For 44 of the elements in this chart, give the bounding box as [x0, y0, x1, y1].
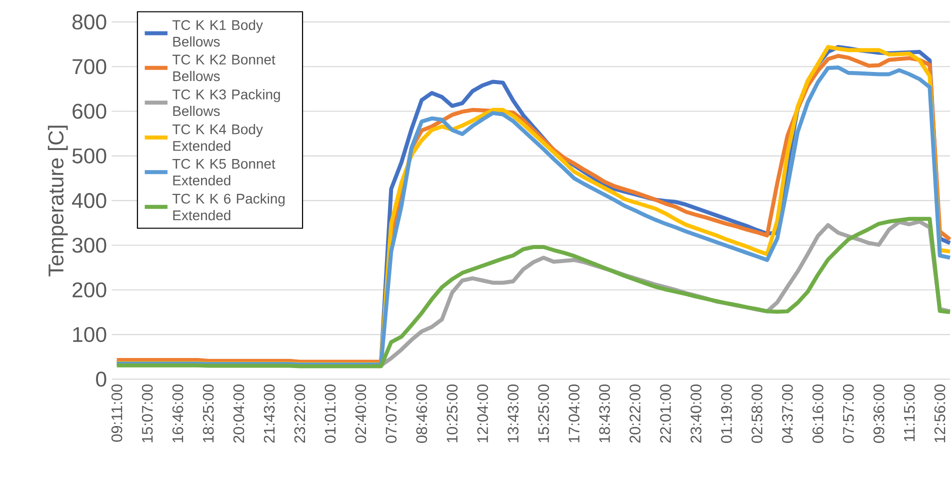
y-tick-label: 500	[72, 148, 106, 164]
x-tick-label: 23:40:00	[690, 384, 702, 443]
x-tick-label: 18:43:00	[599, 384, 610, 442]
x-tick-label: 07:57:00	[842, 384, 854, 443]
x-tick-label: 20:22:00	[630, 384, 640, 443]
y-tick-label: 400	[72, 193, 106, 208]
x-tick-label: 23:22:00	[294, 384, 306, 443]
x-tick-label: 01:01:00	[324, 384, 336, 443]
x-tick-label: 09:11:00	[111, 384, 122, 442]
x-tick-label: 10:25:00	[446, 384, 458, 442]
x-tick-label: 02:40:00	[355, 384, 366, 443]
x-tick-label: 16:46:00	[172, 384, 184, 442]
y-tick-label: 0	[96, 372, 106, 387]
x-tick-label: 15:07:00	[142, 384, 153, 442]
legend-label: TC K K 6 Packing Extended	[172, 193, 285, 220]
y-tick-label: 600	[72, 104, 106, 119]
legend-label: TC K K5 Bonnet Extended	[172, 158, 276, 186]
x-tick-label: 18:25:00	[202, 384, 214, 442]
x-tick-label: 07:07:00	[386, 384, 397, 443]
x-tick-label: 17:04:00	[568, 384, 580, 442]
x-tick-label: 01:19:00	[721, 384, 732, 443]
x-tick-label: 02:58:00	[752, 384, 762, 443]
y-tick-label: 200	[72, 282, 106, 298]
legend-label: TC K K4 Body Extended	[172, 124, 263, 151]
x-tick-label: 21:43:00	[264, 384, 275, 443]
legend-label: TC K K2 Bonnet Bellows	[172, 54, 276, 82]
x-tick-label: 12:04:00	[477, 384, 488, 442]
x-tick-label: 04:37:00	[782, 384, 793, 443]
y-tick-label: 800	[72, 14, 106, 30]
x-tick-label: 22:01:00	[660, 384, 671, 443]
legend-label: TC K K3 Packing Bellows	[172, 89, 280, 116]
legend-label: TC K K1 Body Bellows	[172, 20, 263, 47]
y-axis-title: Temperature [C]	[48, 126, 68, 276]
x-tick-label: 09:36:00	[873, 384, 884, 443]
x-tick-label: 12:56:00	[934, 384, 946, 442]
x-tick-label: 15:25:00	[538, 384, 549, 442]
y-tick-label: 100	[73, 327, 106, 342]
y-tick-label: 700	[72, 59, 106, 74]
x-tick-label: 08:46:00	[416, 384, 428, 443]
x-tick-label: 20:04:00	[233, 384, 244, 443]
y-tick-label: 300	[72, 238, 106, 253]
x-tick-label: 11:15:00	[904, 384, 915, 442]
x-tick-label: 06:16:00	[812, 384, 824, 443]
x-tick-label: 13:43:00	[508, 384, 519, 442]
